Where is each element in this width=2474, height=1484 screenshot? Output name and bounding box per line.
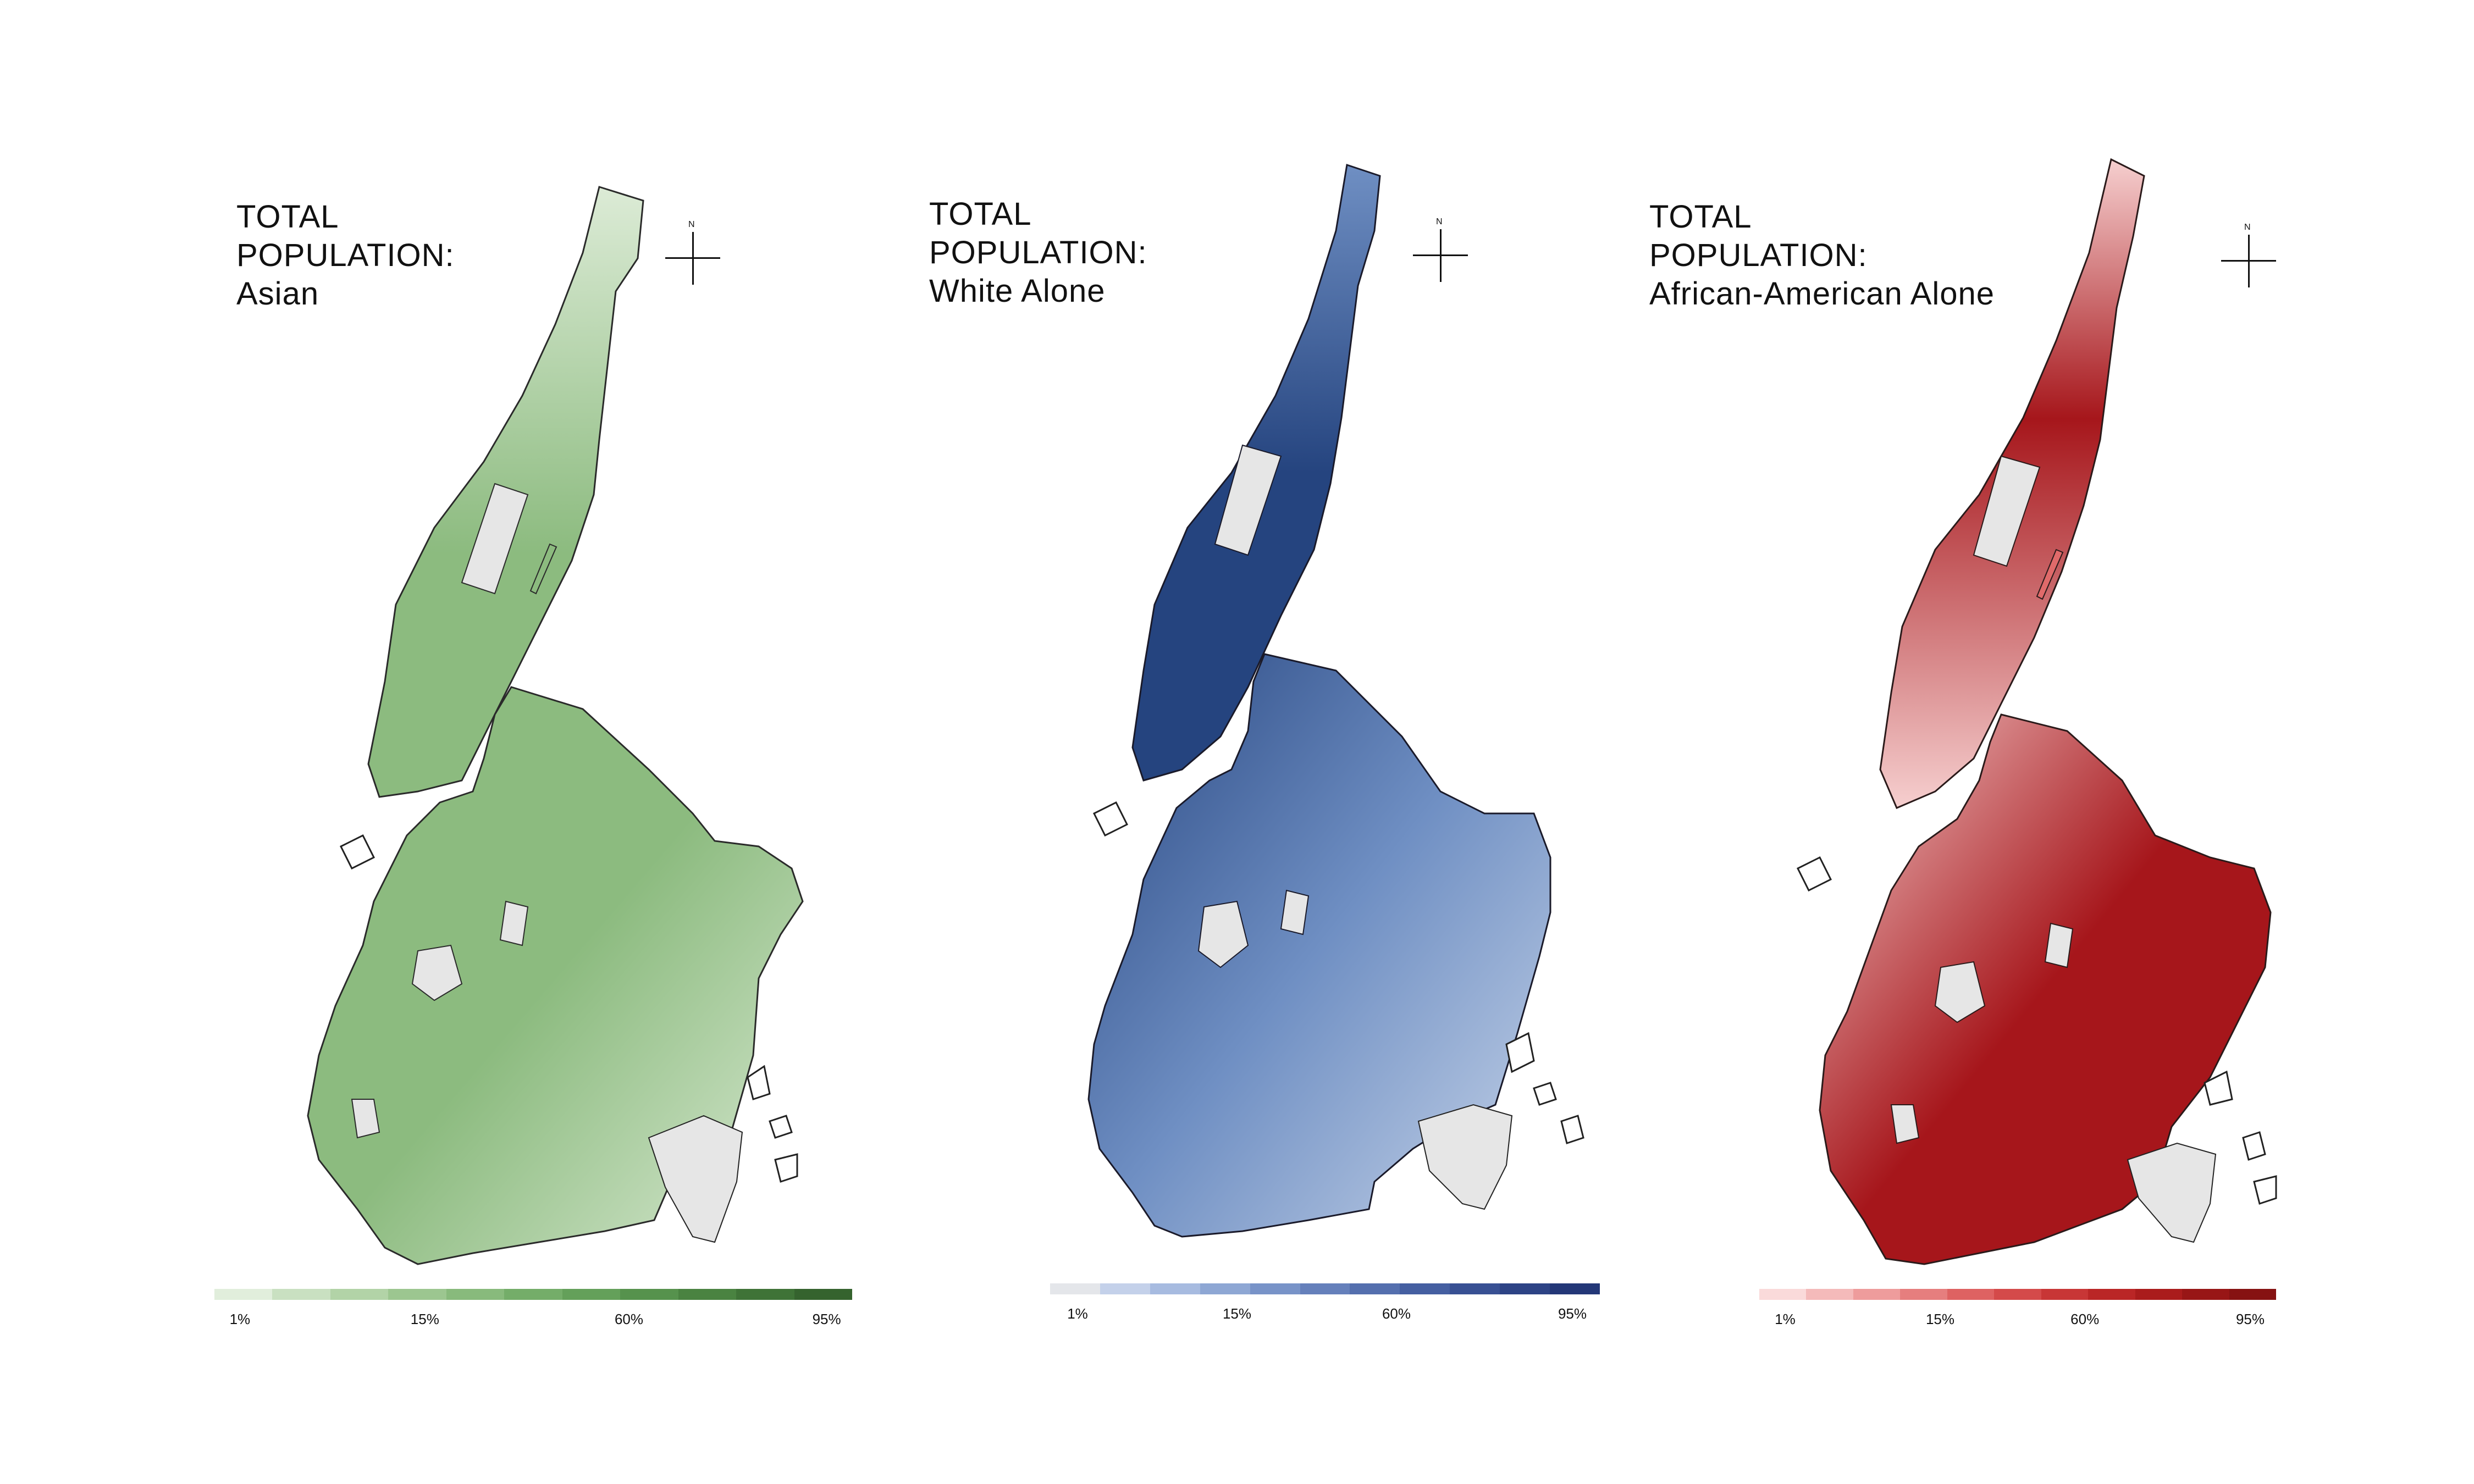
title-line-group: Asian (236, 276, 319, 312)
legend-swatch (1994, 1289, 2041, 1300)
legend-swatch (1250, 1283, 1300, 1294)
legend-swatch (1300, 1283, 1350, 1294)
legend-swatch (2041, 1289, 2089, 1300)
color-legend: 1% 15% 60% 95% (214, 1289, 852, 1327)
legend-swatch (1100, 1283, 1150, 1294)
legend-ticks: 1% 15% 60% 95% (214, 1300, 852, 1327)
legend-swatch (1400, 1283, 1450, 1294)
legend-swatch (794, 1289, 852, 1300)
map-panel-white: TOTAL POPULATION: White Alone N 1% 15% 6… (825, 0, 1649, 1484)
title-line-group: African-American Alone (1649, 276, 1995, 312)
legend-swatch (1550, 1283, 1600, 1294)
legend-color-bar (1759, 1289, 2276, 1300)
legend-tick-1: 1% (1775, 1311, 1796, 1327)
map-title: TOTAL POPULATION: White Alone (929, 195, 1147, 311)
choropleth-map (1796, 158, 2277, 1265)
legend-swatch (1947, 1289, 1995, 1300)
north-arrow-icon: N (2221, 223, 2276, 289)
legend-swatch (1806, 1289, 1853, 1300)
legend-tick-95: 95% (1558, 1305, 1587, 1322)
legend-swatch (2229, 1289, 2276, 1300)
title-line-total: TOTAL (929, 196, 1032, 232)
legend-swatch (1759, 1289, 1807, 1300)
brooklyn-shape (1087, 653, 1551, 1238)
legend-tick-60: 60% (1382, 1305, 1411, 1322)
title-line-population: POPULATION: (236, 237, 455, 273)
legend-tick-60: 60% (2070, 1311, 2100, 1327)
north-label: N (688, 220, 695, 229)
legend-color-bar (214, 1289, 852, 1300)
legend-swatch (736, 1289, 794, 1300)
legend-swatch (388, 1289, 446, 1300)
legend-swatch (2182, 1289, 2229, 1300)
legend-tick-1: 1% (229, 1311, 251, 1327)
choropleth-map (1087, 164, 1584, 1238)
brooklyn-shape (307, 686, 804, 1265)
title-line-group: White Alone (929, 273, 1106, 309)
legend-tick-95: 95% (2235, 1311, 2265, 1327)
title-line-population: POPULATION: (1649, 237, 1868, 273)
legend-swatch (1200, 1283, 1250, 1294)
legend-tick-15: 15% (1222, 1305, 1252, 1322)
manhattan-shape (367, 186, 644, 798)
legend-swatch (1853, 1289, 1901, 1300)
map-title: TOTAL POPULATION: Asian (236, 198, 455, 313)
legend-swatch (1350, 1283, 1400, 1294)
legend-swatch (214, 1289, 273, 1300)
north-arrow-icon: N (665, 220, 720, 286)
north-label: N (1436, 217, 1443, 226)
color-legend: 1% 15% 60% 95% (1050, 1283, 1600, 1322)
color-legend: 1% 15% 60% 95% (1759, 1289, 2276, 1327)
manhattan-shape (1131, 164, 1381, 782)
legend-tick-15: 15% (410, 1311, 439, 1327)
legend-color-bar (1050, 1283, 1600, 1294)
manhattan-shape (1879, 158, 2145, 809)
legend-swatch (1500, 1283, 1550, 1294)
legend-ticks: 1% 15% 60% 95% (1050, 1294, 1600, 1322)
north-label: N (2244, 223, 2251, 232)
map-panel-african-american: TOTAL POPULATION: African-American Alone… (1649, 0, 2474, 1484)
legend-swatch (1050, 1283, 1100, 1294)
title-line-population: POPULATION: (929, 235, 1147, 270)
legend-tick-15: 15% (1925, 1311, 1955, 1327)
map-title: TOTAL POPULATION: African-American Alone (1649, 198, 1995, 313)
north-arrow-icon: N (1413, 217, 1468, 283)
map-panel-asian: TOTAL POPULATION: Asian N 1% 15% 60% 95% (0, 0, 852, 1484)
legend-swatch (620, 1289, 678, 1300)
legend-swatch (446, 1289, 505, 1300)
legend-swatch (2088, 1289, 2135, 1300)
legend-swatch (330, 1289, 389, 1300)
jamaica-bay-islands (1796, 856, 2277, 1243)
brooklyn-shape (1819, 713, 2272, 1265)
title-line-total: TOTAL (1649, 199, 1752, 235)
legend-swatch (678, 1289, 737, 1300)
jamaica-bay-islands (339, 834, 798, 1243)
legend-swatch (2135, 1289, 2183, 1300)
title-line-total: TOTAL (236, 199, 339, 235)
legend-ticks: 1% 15% 60% 95% (1759, 1300, 2276, 1327)
legend-tick-95: 95% (812, 1311, 841, 1327)
legend-tick-60: 60% (614, 1311, 644, 1327)
legend-swatch (562, 1289, 621, 1300)
jamaica-bay-islands (1092, 801, 1584, 1210)
legend-tick-1: 1% (1067, 1305, 1088, 1322)
legend-swatch (1900, 1289, 1947, 1300)
legend-swatch (504, 1289, 562, 1300)
legend-swatch (272, 1289, 330, 1300)
legend-swatch (1450, 1283, 1500, 1294)
choropleth-map (307, 186, 804, 1265)
legend-swatch (1150, 1283, 1200, 1294)
